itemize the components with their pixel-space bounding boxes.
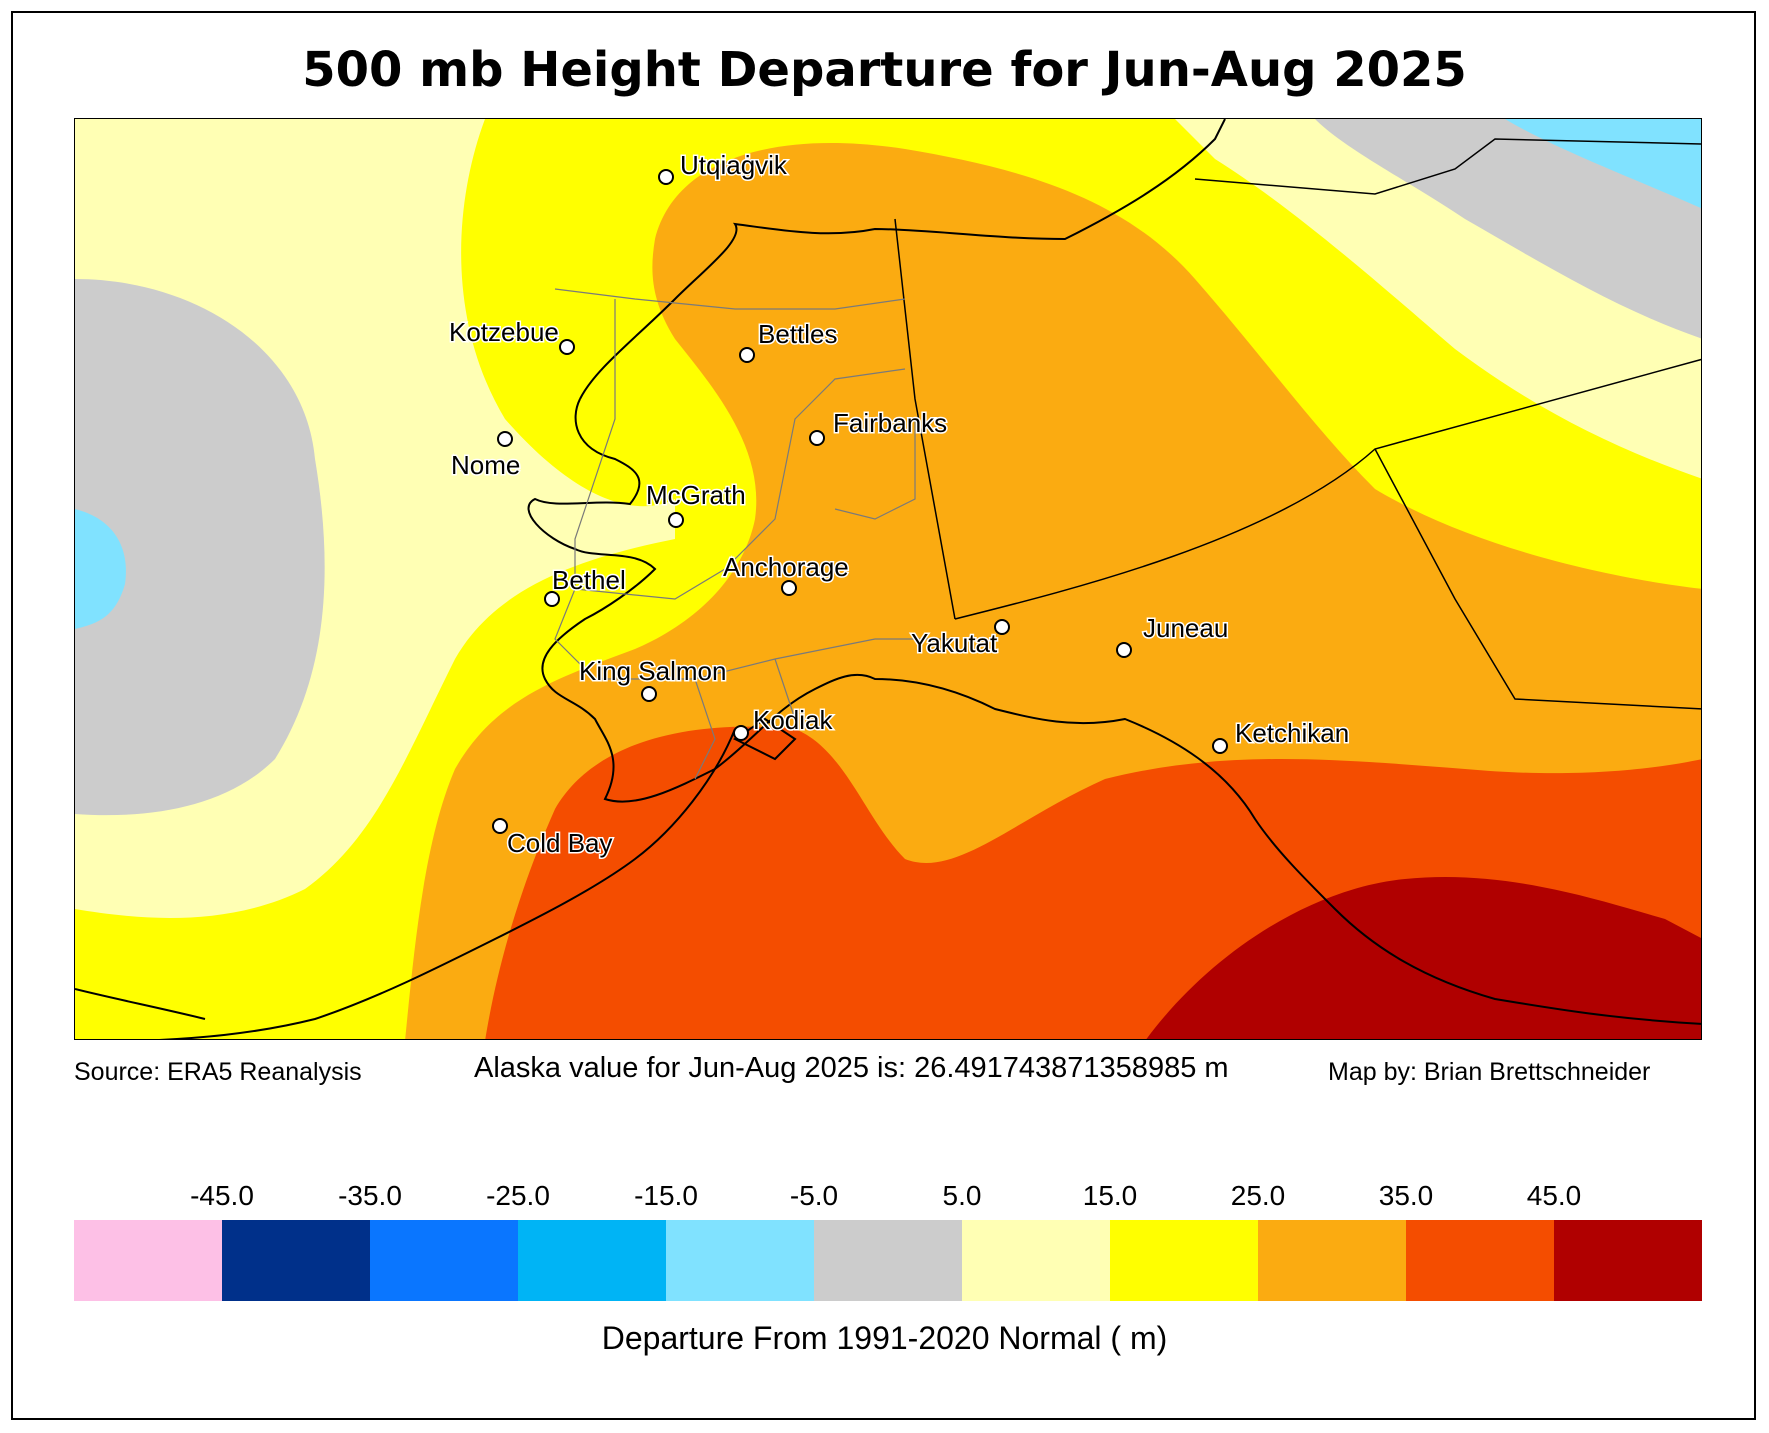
city-label-ketchikan: Ketchikan: [1235, 718, 1349, 748]
city-dot-nome: [497, 431, 513, 447]
city-dot-bethel: [544, 591, 560, 607]
colorbar-tick-label: 45.0: [1526, 1180, 1582, 1211]
colorbar-tick-label: 15.0: [1082, 1180, 1138, 1211]
city-dot-utqiagvik: [658, 169, 674, 185]
colorbar-tick-label: 5.0: [942, 1180, 982, 1211]
zone-boundaries: [554, 288, 955, 780]
credit-text: Map by: Brian Brettschneider: [1328, 1058, 1651, 1086]
colorbar-swatch: [1554, 1220, 1702, 1301]
source-text: Source: ERA5 Reanalysis: [74, 1058, 362, 1086]
city-dot-king-salmon: [641, 686, 657, 702]
departure-map: Utqiaġvik Kotzebue Bettles Fairbanks Nom…: [74, 118, 1702, 1040]
colorbar-tick-label: 35.0: [1378, 1180, 1434, 1211]
map-canvas: Utqiaġvik Kotzebue Bettles Fairbanks Nom…: [75, 119, 1701, 1039]
city-dot-ketchikan: [1212, 738, 1228, 754]
city-label-mcgrath: McGrath: [646, 480, 746, 510]
city-label-utqiagvik: Utqiaġvik: [680, 150, 788, 180]
city-dot-fairbanks: [809, 430, 825, 446]
city-label-bethel: Bethel: [552, 565, 626, 595]
colorbar-tick-label: -5.0: [789, 1180, 839, 1211]
statewide-value: Alaska value for Jun-Aug 2025 is: 26.491…: [474, 1052, 1229, 1084]
colorbar-tick-label: -25.0: [486, 1180, 550, 1211]
colorbar-swatch: [74, 1220, 223, 1301]
city-label-kotzebue: Kotzebue: [449, 317, 559, 347]
city-dot-yakutat: [994, 619, 1010, 635]
colorbar-swatch: [1406, 1220, 1555, 1301]
colorbar-tick-label: -35.0: [338, 1180, 402, 1211]
city-dot-mcgrath: [668, 512, 684, 528]
coastline: [75, 119, 1701, 1039]
colorbar: [74, 1220, 1702, 1301]
map-title: 500 mb Height Departure for Jun-Aug 2025: [302, 42, 1467, 98]
city-label-king-salmon: King Salmon: [579, 656, 726, 686]
colorbar-swatch: [1110, 1220, 1259, 1301]
colorbar-swatch: [518, 1220, 667, 1301]
city-dot-kodiak: [733, 725, 749, 741]
borders: [894, 138, 1701, 710]
band-minus15-minus5-west: [75, 509, 126, 629]
city-dot-juneau: [1116, 642, 1132, 658]
colorbar-swatch: [666, 1220, 815, 1301]
colorbar-tick-label: -45.0: [190, 1180, 254, 1211]
colorbar-tick-label: 25.0: [1230, 1180, 1286, 1211]
colorbar-tick-label: -15.0: [634, 1180, 698, 1211]
colorbar-label: Departure From 1991-2020 Normal ( m): [601, 1320, 1168, 1356]
city-dot-kotzebue: [559, 339, 575, 355]
colorbar-swatch: [222, 1220, 371, 1301]
city-label-nome: Nome: [451, 450, 520, 480]
city-label-anchorage: Anchorage: [723, 552, 849, 582]
band-minus5-5-east: [1315, 119, 1701, 339]
band-minus15-minus5-east: [1505, 119, 1701, 209]
city-dot-cold-bay: [492, 818, 508, 834]
city-markers: Utqiaġvik Kotzebue Bettles Fairbanks Nom…: [448, 149, 1351, 860]
colorbar-swatch: [1258, 1220, 1407, 1301]
city-label-fairbanks: Fairbanks: [833, 408, 947, 438]
band-45-plus: [1146, 877, 1701, 1039]
city-label-kodiak: Kodiak: [753, 705, 833, 735]
figure-frame: [11, 11, 1756, 1420]
city-label-yakutat: Yakutat: [911, 628, 998, 658]
colorbar-swatch: [814, 1220, 963, 1301]
city-label-bettles: Bettles: [758, 319, 838, 349]
colorbar-swatch: [370, 1220, 519, 1301]
band-minus5-5-west: [75, 279, 325, 816]
city-dot-bettles: [739, 347, 755, 363]
city-dot-anchorage: [781, 580, 797, 596]
city-label-cold-bay: Cold Bay: [507, 828, 613, 858]
city-label-juneau: Juneau: [1143, 613, 1228, 643]
colorbar-swatch: [962, 1220, 1111, 1301]
